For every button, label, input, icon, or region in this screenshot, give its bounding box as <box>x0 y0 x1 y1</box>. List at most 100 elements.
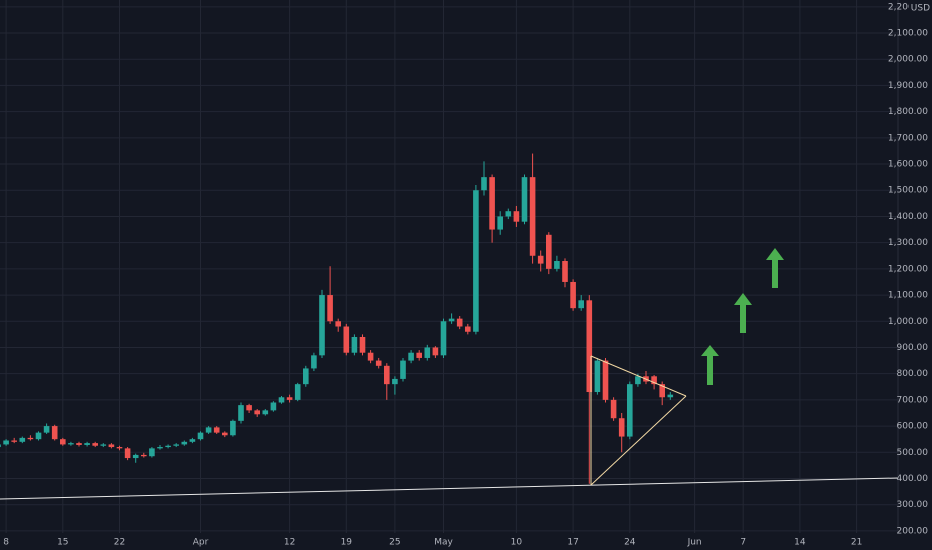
candle-body <box>465 326 471 332</box>
candle-body <box>659 384 665 398</box>
y-tick-label: 1,700.00 <box>888 133 928 143</box>
y-tick-label: 700.00 <box>897 395 929 405</box>
candle-body <box>108 444 115 448</box>
candle-body <box>173 444 179 446</box>
x-tick-label: May <box>434 538 453 548</box>
x-tick-label: 19 <box>341 538 353 548</box>
candle-body <box>440 321 447 356</box>
candle-body <box>230 420 236 436</box>
x-tick-label: 12 <box>284 538 295 548</box>
candle-body <box>610 399 617 419</box>
y-tick-label: 1,900.00 <box>888 81 928 91</box>
axes: 200.00 300.00 400.00 500.00 600.00 700.00 800.… <box>3 2 928 547</box>
candle-body <box>473 190 479 332</box>
candle-body <box>0 444 1 448</box>
candle-body <box>294 384 301 400</box>
drawings <box>0 248 899 500</box>
x-tick-label: 7 <box>740 538 746 548</box>
candle-body <box>262 410 269 415</box>
candle-body <box>497 216 503 230</box>
candle-body <box>367 352 374 361</box>
candle-body <box>100 444 107 446</box>
candle-body <box>578 300 584 309</box>
y-tick-label: 2,200.00 <box>888 2 928 12</box>
x-tick-label: 22 <box>114 538 125 548</box>
candle-body <box>375 360 382 366</box>
candle-body <box>124 448 131 459</box>
candle-body <box>149 448 155 457</box>
candle-body <box>489 177 495 230</box>
candle-body <box>351 336 358 353</box>
candle-body <box>424 347 431 358</box>
candle-body <box>456 318 463 327</box>
x-tick-label: 15 <box>57 538 68 548</box>
candle-body <box>189 439 196 442</box>
candle-body <box>213 427 220 433</box>
candle-body <box>222 432 228 436</box>
currency-badge <box>909 2 931 14</box>
x-tick-label: 17 <box>567 538 578 548</box>
price-axis <box>898 0 932 550</box>
candle-body <box>335 321 341 327</box>
candle-body <box>181 441 188 445</box>
candle-body <box>602 360 609 400</box>
candle-body <box>141 454 147 457</box>
candles <box>0 153 674 484</box>
y-tick-label: 1,400.00 <box>888 212 928 222</box>
candle-body <box>513 211 520 222</box>
candle-body <box>327 295 333 322</box>
candle-body <box>3 440 9 445</box>
candle-body <box>408 352 414 361</box>
arrow-up <box>766 248 784 288</box>
y-tick-label: 1,800.00 <box>888 107 928 117</box>
candle-body <box>586 300 593 393</box>
y-tick-label: 1,100.00 <box>888 291 928 301</box>
y-tick-label: 1,600.00 <box>888 160 928 170</box>
candle-body <box>157 447 163 449</box>
candle-body <box>27 437 34 440</box>
candle-body <box>359 336 366 353</box>
candle-body <box>432 347 439 356</box>
candle-body <box>278 397 285 403</box>
y-tick-label: 300.00 <box>897 500 929 510</box>
candle-body <box>521 177 528 222</box>
candle-body <box>529 177 536 256</box>
candle-body <box>594 360 601 393</box>
candle-body <box>343 326 350 353</box>
candle-body <box>60 439 66 445</box>
y-tick-label: 1,200.00 <box>888 264 928 274</box>
candle-body <box>303 368 309 385</box>
candle-body <box>400 360 406 379</box>
y-tick-label: 1,000.00 <box>888 317 928 327</box>
candle-body <box>92 443 98 446</box>
candle-body <box>84 443 90 445</box>
x-tick-label: 25 <box>389 538 400 548</box>
y-tick-label: 1,300.00 <box>888 238 928 248</box>
candle-body <box>651 376 657 385</box>
candle-body <box>286 397 293 400</box>
candle-body <box>481 177 487 191</box>
candle-body <box>11 440 17 442</box>
candle-body <box>546 234 552 269</box>
candle-body <box>554 260 560 269</box>
triangle-upper <box>590 355 687 397</box>
arrow-up <box>701 345 719 385</box>
candle-body <box>270 402 277 411</box>
y-tick-label: 2,100.00 <box>888 29 928 39</box>
candle-body <box>51 426 58 440</box>
candle-body <box>116 447 123 449</box>
candle-body <box>537 255 544 264</box>
x-tick-label: Jun <box>687 538 702 548</box>
x-tick-label: 8 <box>3 538 9 548</box>
candle-body <box>570 281 576 309</box>
candle-body <box>35 432 42 440</box>
currency: USD <box>911 4 930 14</box>
triangle-lower <box>590 395 687 486</box>
x-tick-label: Apr <box>193 538 209 548</box>
support-line <box>0 477 899 500</box>
candle-body <box>448 318 455 322</box>
candle-body <box>246 405 252 411</box>
y-tick-label: 400.00 <box>897 474 929 484</box>
